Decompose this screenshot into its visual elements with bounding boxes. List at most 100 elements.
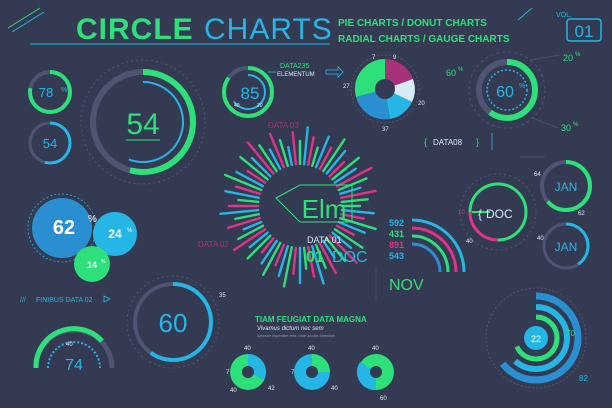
finibus-label-group: /// FINIBUS DATA 02: [20, 295, 111, 304]
sunburst-spoke: [325, 237, 347, 263]
sunburst-spoke: [268, 132, 286, 169]
stat-543: 543: [389, 251, 404, 261]
small-gauge-1-42: 42: [268, 386, 275, 392]
nov-arc-3: [411, 234, 450, 273]
sunburst-spoke: [248, 231, 269, 249]
sunburst-spoke: [328, 234, 358, 264]
vol-label: VOL.: [556, 12, 572, 19]
sunburst-spoke: [335, 224, 355, 236]
sunburst-spoke: [227, 216, 262, 229]
pie-label-7: 7: [372, 55, 376, 61]
center-word: Elm: [302, 194, 347, 224]
gauge-60-big: 60 35: [126, 275, 226, 369]
sunburst-spoke: [333, 228, 364, 249]
tiam-title: TIAM FEUGIAT DATA MAGNA: [255, 315, 367, 324]
sunburst-spoke: [314, 243, 327, 270]
finibus-arrow-icon: [103, 295, 111, 303]
jan-gauge-2-arc: [542, 222, 590, 270]
small-gauge-2-7: 7: [291, 370, 295, 376]
stat-431: 431: [389, 229, 404, 239]
sunburst-spoke: [287, 145, 294, 167]
sunburst-spoke: [277, 244, 290, 278]
gauge-78-unit: %: [61, 87, 67, 94]
sunburst-spoke: [224, 189, 261, 200]
data03-label: DATA 03: [268, 121, 299, 130]
gauge-74-arc: [33, 326, 104, 369]
gauge-85-label-b: 20: [257, 103, 263, 109]
bubble-24-value: 24: [108, 227, 122, 241]
sunburst-spoke: [219, 208, 260, 216]
sunburst-spoke: [258, 144, 278, 173]
bubble-cluster: 62 % 24 % 14 %: [27, 193, 137, 282]
sunburst-spoke: [234, 212, 261, 221]
sunburst-spoke: [237, 198, 260, 204]
pie-slice-2: [385, 79, 415, 102]
gauge-54-big-arc: [90, 69, 196, 175]
title-charts: CHARTS: [204, 13, 333, 46]
small-gauge-1-hole: [242, 366, 254, 378]
doc-gauge-10: 10: [458, 210, 465, 216]
bubble-24: [93, 212, 137, 256]
small-gauge-3-40: 40: [372, 346, 379, 352]
gauge-54-big-value: 54: [126, 108, 159, 141]
pie-chart: 7 9 27 20 37: [343, 54, 425, 133]
sunburst-spoke: [234, 185, 262, 196]
gauge-54-big: 54: [80, 59, 206, 185]
data02-label: DATA 02: [198, 240, 229, 249]
vol-box: [566, 18, 602, 42]
gauge-60pct-inner-ring: [486, 69, 528, 111]
data08-group: { DATA08 }: [424, 133, 493, 150]
gauge-60pct: 60 % 60 % 20 % 30 %: [446, 51, 581, 133]
gauge-60pct-tl: 60: [446, 68, 456, 78]
sunburst-spoke: [339, 189, 377, 200]
subtitle-line1: PIE CHARTS / DONUT CHARTS: [338, 18, 487, 29]
sunburst-spoke: [302, 126, 309, 166]
doc-gauge-bracket: {: [478, 207, 482, 221]
sunburst-spoke: [233, 228, 267, 252]
gauge-60pct-outer-ring: [468, 51, 546, 129]
concentric-outer-ring: [485, 287, 587, 389]
finibus-label: FINIBUS DATA 02: [36, 297, 93, 304]
doc-gauge-outer-ring: [459, 173, 537, 251]
sunburst-spoke: [338, 186, 362, 196]
small-gauge-2-40: 40: [308, 346, 315, 352]
gauge-60pct-arc: [476, 59, 538, 121]
gauge-85-arc: [222, 66, 274, 118]
sunburst-spoke: [318, 241, 338, 275]
tiam-label-group: TIAM FEUGIAT DATA MAGNA Vivamus dictum n…: [255, 315, 367, 338]
gauge-60pct-leader-br: [531, 117, 559, 129]
pie-chart-guide-ring: [350, 54, 420, 124]
sunburst-spoke: [306, 245, 316, 278]
pie-slice-3: [385, 89, 412, 119]
pie-label-27: 27: [343, 84, 350, 90]
sunburst-spoke: [262, 241, 282, 276]
pie-hole: [375, 79, 395, 99]
sunburst-spoke: [337, 177, 368, 192]
gauge-60-big-35: 35: [219, 293, 226, 299]
small-gauge-3-hole: [370, 366, 382, 378]
sunburst-spoke: [223, 173, 263, 192]
bubble-24-unit: %: [127, 228, 133, 234]
doc-big-number: 01: [306, 249, 324, 266]
stat-592: 592: [389, 218, 404, 228]
nov-radial: NOV: [375, 218, 466, 300]
elementum-label: ELEMENTUM: [277, 72, 315, 78]
gauge-54-big-inner-arc: [102, 81, 184, 163]
center-label-frame: [275, 184, 353, 223]
sunburst-chart: [219, 126, 377, 288]
gauge-54-big-outer-ring: [80, 59, 206, 185]
small-gauge-3-60: 60: [380, 396, 387, 402]
doc-gauge: { DOC 10 40: [458, 173, 537, 251]
gauge-60pct-leader-tr: [529, 54, 561, 61]
data235-label-group: DATA235 ELEMENTUM: [268, 63, 344, 78]
sunburst-spoke: [260, 239, 278, 265]
gauge-74-40: 40: [66, 342, 73, 348]
tiam-small: Aenean imperdiet felis vitae auctor inte…: [256, 333, 336, 338]
gauge-85-label-a: 40: [234, 103, 240, 109]
bubble-14: [74, 246, 110, 282]
pie-label-37: 37: [382, 127, 389, 133]
gauge-85-value: 85: [241, 84, 260, 103]
sunburst-spoke: [302, 246, 308, 270]
sunburst-spoke: [237, 224, 265, 241]
gauge-78-value: 78: [39, 85, 53, 100]
